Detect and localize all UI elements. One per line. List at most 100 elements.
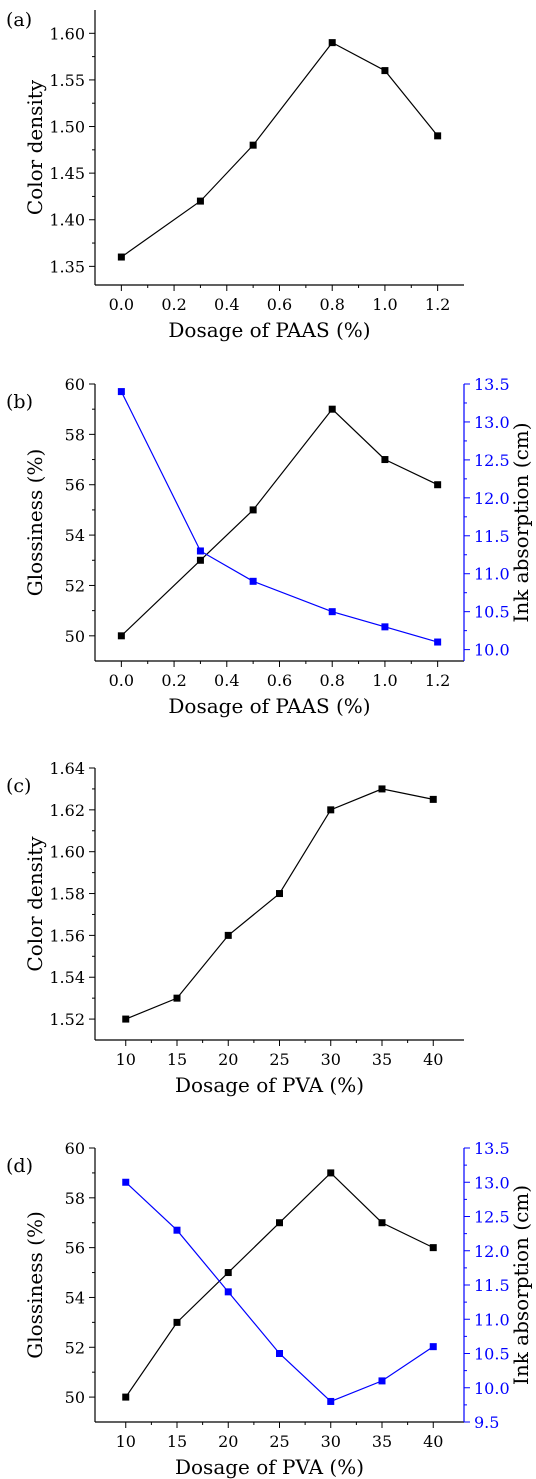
x-tick-label: 30 (321, 1050, 341, 1069)
data-point-marker (173, 1318, 181, 1326)
y-tick-label: 1.60 (49, 24, 85, 43)
x-axis-label: Dosage of PVA (%) (175, 1455, 364, 1479)
data-point-marker (249, 577, 257, 585)
y-tick-label: 54 (65, 526, 85, 545)
y-right-tick-label: 10.0 (474, 641, 510, 660)
x-tick-label: 40 (423, 1432, 443, 1451)
y-tick-label: 1.35 (49, 257, 85, 276)
data-point-marker (122, 1015, 130, 1023)
data-point-marker (117, 632, 125, 640)
y-axis-label: Color density (23, 836, 47, 972)
series-line-1 (125, 788, 434, 1020)
data-point-marker (429, 1244, 437, 1252)
data-point-marker (249, 141, 257, 149)
panel-label: (b) (6, 391, 33, 413)
data-point-marker (434, 638, 442, 646)
chart-panel-2: (b) 0.0 0.2 0.4 0.6 0.8 1.0 1.2 50 52 54 56 58 60 10.0… (6, 375, 533, 718)
x-tick-label: 25 (269, 1050, 289, 1069)
x-axis-label: Dosage of PAAS (%) (168, 318, 370, 342)
data-point-marker (249, 506, 257, 514)
data-point-marker (328, 39, 336, 47)
series-line-1 (121, 41, 439, 258)
data-point-marker (381, 623, 389, 631)
data-point-marker (224, 1269, 232, 1277)
y-tick-label: 1.52 (49, 1010, 85, 1029)
y-right-tick-label: 12.0 (474, 1242, 510, 1261)
x-tick-label: 0.6 (267, 295, 292, 314)
data-point-marker (328, 608, 336, 616)
y-right-tick-label: 10.5 (474, 1345, 510, 1364)
y-right-tick-label: 10.0 (474, 1379, 510, 1398)
y-tick-label: 50 (65, 627, 85, 646)
data-point-marker (122, 1178, 130, 1186)
y-tick-label: 1.58 (49, 885, 85, 904)
x-tick-label: 1.0 (372, 671, 397, 690)
data-point-marker (117, 388, 125, 396)
y-tick-label: 52 (65, 576, 85, 595)
panel-label: (d) (6, 1155, 33, 1177)
x-tick-label: 1.0 (372, 295, 397, 314)
chart-panel-3: (c) 10 15 20 25 30 35 40 1.52 1.54 1.56 1.58 1.60 1.6… (6, 759, 464, 1097)
data-point-marker (381, 67, 389, 75)
y-right-tick-label: 13.5 (474, 375, 510, 394)
y-tick-label: 1.50 (49, 118, 85, 137)
y-right-tick-label: 13.5 (474, 1139, 510, 1158)
series-line-2 (120, 391, 438, 643)
y-right-tick-label: 11.5 (474, 527, 510, 546)
x-tick-label: 20 (218, 1432, 238, 1451)
y-tick-label: 54 (65, 1288, 85, 1307)
x-tick-label: 0.0 (109, 671, 134, 690)
data-point-marker (327, 1169, 335, 1177)
y-right-tick-label: 13.0 (474, 413, 510, 432)
data-point-marker (122, 1393, 130, 1401)
y-tick-label: 1.62 (49, 801, 85, 820)
x-tick-label: 0.2 (161, 295, 186, 314)
data-point-marker (224, 1288, 232, 1296)
data-point-marker (378, 785, 386, 793)
panel-label: (c) (6, 775, 31, 797)
x-tick-label: 25 (269, 1432, 289, 1451)
chart-panel-4: (d) 10 15 20 25 30 35 40 50 52 54 56 58 60 9.5 10.0 10.5… (6, 1139, 533, 1479)
data-point-marker (327, 806, 335, 814)
y-right-tick-label: 11.0 (474, 565, 510, 584)
series-line-1 (125, 1172, 434, 1398)
x-tick-label: 30 (321, 1432, 341, 1451)
x-tick-label: 0.4 (214, 295, 239, 314)
y-right-tick-label: 11.0 (474, 1310, 510, 1329)
y-tick-label: 1.45 (49, 164, 85, 183)
x-tick-label: 10 (116, 1050, 136, 1069)
y-tick-label: 1.56 (49, 926, 85, 945)
y-tick-label: 1.60 (49, 843, 85, 862)
chart-panel-1: (a) 0.0 0.2 0.4 0.6 0.8 1.0 1.2 1.35 1.40 1.45 1.50… (6, 9, 464, 342)
x-tick-label: 20 (218, 1050, 238, 1069)
y-tick-label: 56 (65, 1239, 85, 1258)
x-tick-label: 35 (372, 1050, 392, 1069)
x-tick-label: 35 (372, 1432, 392, 1451)
x-tick-label: 0.8 (319, 671, 344, 690)
y-axis-label: Color density (23, 79, 47, 215)
x-tick-label: 10 (116, 1432, 136, 1451)
y-right-tick-label: 12.0 (474, 489, 510, 508)
y-tick-label: 50 (65, 1388, 85, 1407)
x-tick-label: 1.2 (425, 671, 450, 690)
x-tick-label: 0.0 (109, 295, 134, 314)
x-tick-label: 1.2 (425, 295, 450, 314)
x-tick-label: 15 (167, 1432, 187, 1451)
y-tick-label: 52 (65, 1338, 85, 1357)
x-tick-label: 0.4 (214, 671, 239, 690)
panel-label: (a) (6, 9, 32, 31)
y-right-tick-label: 12.5 (474, 1208, 510, 1227)
y-axis-right-label: Ink absorption (cm) (509, 422, 533, 622)
y-axis-label: Glossiness (%) (23, 449, 47, 597)
y-tick-label: 1.55 (49, 71, 85, 90)
data-point-marker (327, 1397, 335, 1405)
x-tick-label: 40 (423, 1050, 443, 1069)
data-point-marker (378, 1219, 386, 1227)
data-point-marker (173, 994, 181, 1002)
y-tick-label: 1.40 (49, 211, 85, 230)
y-tick-label: 60 (65, 375, 85, 394)
data-point-marker (381, 456, 389, 464)
data-point-marker (378, 1377, 386, 1385)
x-tick-label: 15 (167, 1050, 187, 1069)
